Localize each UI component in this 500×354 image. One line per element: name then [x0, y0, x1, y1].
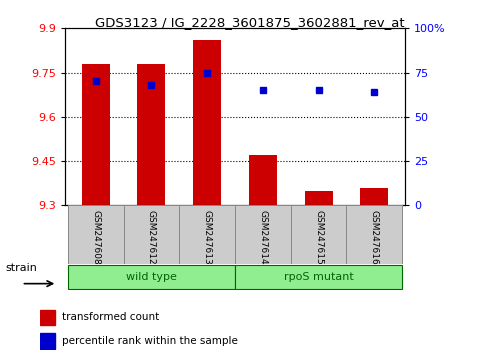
Bar: [82, 64, 110, 205]
Text: GSM247613: GSM247613: [202, 210, 211, 265]
Bar: [290, 205, 346, 264]
Bar: [68, 265, 235, 289]
Text: GDS3123 / IG_2228_3601875_3602881_rev_at: GDS3123 / IG_2228_3601875_3602881_rev_at: [95, 16, 405, 29]
Text: wild type: wild type: [126, 272, 177, 282]
Bar: [40, 333, 56, 349]
Bar: [235, 205, 290, 264]
Text: GSM247612: GSM247612: [147, 210, 156, 265]
Bar: [180, 205, 235, 264]
Bar: [346, 205, 402, 264]
Text: GSM247608: GSM247608: [91, 210, 100, 265]
Bar: [138, 64, 166, 205]
Bar: [249, 155, 277, 205]
Text: GSM247616: GSM247616: [370, 210, 379, 265]
Bar: [360, 188, 388, 205]
Bar: [68, 205, 124, 264]
Bar: [193, 40, 221, 205]
Text: rpoS mutant: rpoS mutant: [284, 272, 354, 282]
Text: GSM247614: GSM247614: [258, 210, 268, 265]
Bar: [304, 190, 332, 205]
Text: percentile rank within the sample: percentile rank within the sample: [62, 336, 238, 346]
Bar: [235, 265, 402, 289]
Text: strain: strain: [5, 263, 37, 273]
Text: transformed count: transformed count: [62, 312, 159, 322]
Text: GSM247615: GSM247615: [314, 210, 323, 265]
Bar: [40, 310, 56, 325]
Bar: [124, 205, 180, 264]
